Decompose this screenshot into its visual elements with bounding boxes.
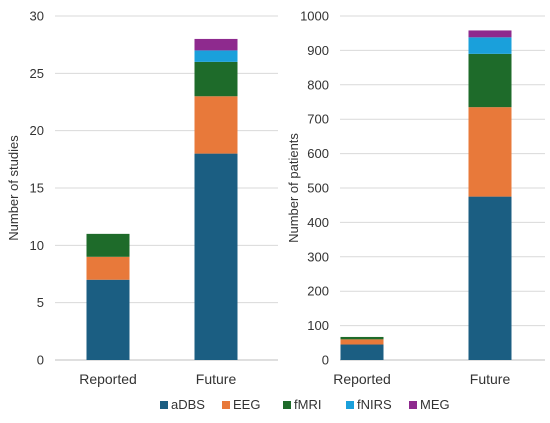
bar-segment-adbs-reported xyxy=(340,344,384,360)
y-tick-label: 25 xyxy=(30,66,44,81)
bar-segment-fmri-future xyxy=(468,53,512,108)
bar-segment-adbs-future xyxy=(194,153,238,360)
bar-segment-eeg-future xyxy=(468,107,512,197)
x-category-label: Reported xyxy=(79,371,137,387)
legend-swatch-fmri xyxy=(283,401,291,409)
y-tick-label: 20 xyxy=(30,123,44,138)
patients-chart: 0 100 200 300 400 500 600 700 800 900 1000 Number o… xyxy=(286,9,545,387)
y-tick-label: 200 xyxy=(307,284,329,299)
y-tick-label: 900 xyxy=(307,43,329,58)
y-tick-label: 500 xyxy=(307,181,329,196)
bar-segment-adbs-reported xyxy=(86,279,130,360)
y-tick-label: 300 xyxy=(307,249,329,264)
bar-segment-eeg-future xyxy=(194,96,238,154)
bar-segment-fmri-reported xyxy=(86,233,130,257)
bar-segment-fnirs-future xyxy=(468,37,512,54)
legend-label-fmri: fMRI xyxy=(294,397,321,412)
y-tick-label: 600 xyxy=(307,146,329,161)
bar-segment-eeg-reported xyxy=(340,339,384,345)
legend-swatch-fnirs xyxy=(346,401,354,409)
bar-segment-fmri-reported xyxy=(340,336,384,340)
y-tick-label: 30 xyxy=(30,9,44,24)
bar-segment-eeg-reported xyxy=(86,256,130,280)
legend-swatch-adbs xyxy=(160,401,168,409)
y-tick-label: 400 xyxy=(307,215,329,230)
legend-swatch-eeg xyxy=(222,401,230,409)
y-axis-label: Number of patients xyxy=(286,133,301,243)
studies-chart: 0 5 10 15 20 25 30 Number of studies Reported Fut… xyxy=(6,9,278,387)
bar-segment-fmri-future xyxy=(194,61,238,97)
y-tick-label: 1000 xyxy=(300,9,329,24)
bar-segment-adbs-future xyxy=(468,196,512,360)
bar-segment-meg-future xyxy=(194,38,238,51)
y-tick-label: 700 xyxy=(307,112,329,127)
bar-segment-meg-future xyxy=(468,30,512,38)
legend-label-fnirs: fNIRS xyxy=(357,397,392,412)
legend-label-meg: MEG xyxy=(420,397,450,412)
legend-swatch-meg xyxy=(409,401,417,409)
y-axis-label: Number of studies xyxy=(6,135,21,241)
y-tick-label: 10 xyxy=(30,238,44,253)
x-category-label: Reported xyxy=(333,371,391,387)
x-category-label: Future xyxy=(196,371,237,387)
x-category-label: Future xyxy=(470,371,511,387)
y-tick-label: 0 xyxy=(322,353,329,368)
bar-segment-fnirs-future xyxy=(194,50,238,62)
legend-label-adbs: aDBS xyxy=(171,397,205,412)
legend-label-eeg: EEG xyxy=(233,397,260,412)
y-tick-label: 15 xyxy=(30,181,44,196)
y-tick-label: 5 xyxy=(37,295,44,310)
chart-legend: aDBS EEG fMRI fNIRS MEG xyxy=(160,397,450,412)
y-tick-label: 100 xyxy=(307,318,329,333)
y-tick-label: 800 xyxy=(307,77,329,92)
y-tick-label: 0 xyxy=(37,353,44,368)
